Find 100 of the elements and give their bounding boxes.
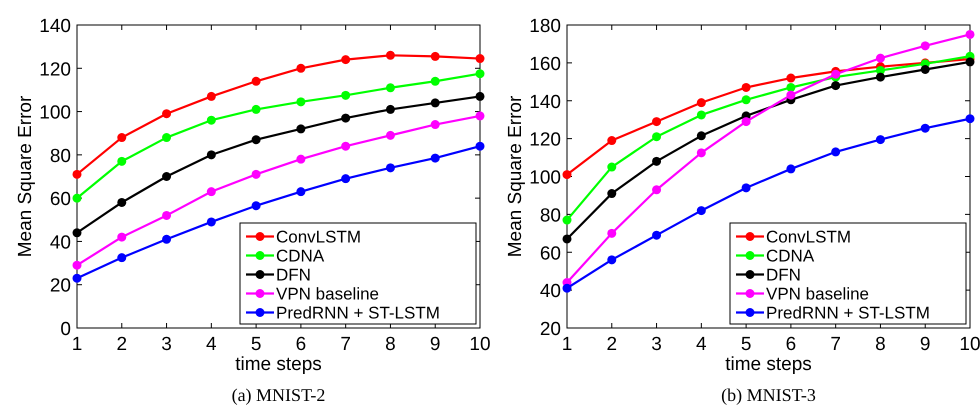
point: [607, 136, 616, 146]
point: [296, 97, 306, 106]
point: [162, 172, 172, 181]
point: [562, 216, 572, 225]
y-tick-label: 140: [39, 16, 71, 37]
point: [476, 92, 484, 101]
y-tick-label: 80: [50, 146, 71, 167]
point: [386, 50, 395, 60]
x-tick-label: 10: [469, 334, 491, 355]
point: [696, 131, 706, 140]
point: [430, 154, 440, 163]
x-tick-label: 7: [830, 334, 841, 355]
legend-label: CDNA: [276, 246, 325, 266]
point: [386, 130, 395, 140]
point: [786, 90, 796, 100]
point: [696, 148, 706, 158]
legend-label: DFN: [276, 266, 311, 284]
x-tick-label: 8: [385, 334, 396, 355]
y-tick-label: 120: [39, 59, 71, 80]
point: [652, 117, 662, 126]
point: [252, 201, 261, 210]
point: [920, 65, 930, 74]
point: [607, 255, 616, 264]
y-tick-label: 180: [529, 16, 561, 37]
point: [430, 98, 440, 108]
legend-label: ConvLSTM: [276, 228, 362, 246]
point: [252, 104, 261, 114]
point: [652, 132, 662, 142]
text: (a) MNIST-2: [232, 385, 326, 405]
y-tick-label: 100: [529, 168, 561, 188]
point: [920, 124, 930, 133]
x-tick-label: 9: [430, 334, 441, 355]
point: [696, 206, 706, 216]
point: [72, 260, 82, 270]
point: [562, 234, 572, 244]
x-tick-label: 1: [562, 334, 572, 355]
point: [206, 92, 216, 101]
point: [476, 54, 484, 64]
point: [72, 170, 82, 179]
point: [117, 198, 126, 207]
point: [206, 116, 216, 125]
x-tick-label: 7: [340, 334, 351, 355]
point: [296, 187, 306, 196]
legend-label: PredRNN + ST-LSTM: [276, 304, 440, 322]
x-tick-label: 9: [920, 334, 931, 355]
point: [117, 253, 126, 262]
text: (b) MNIST-3: [721, 385, 816, 405]
point: [786, 82, 796, 92]
point: [696, 110, 706, 120]
y-tick-label: 0: [60, 319, 71, 340]
point: [430, 120, 440, 130]
point: [162, 133, 172, 142]
point: [72, 194, 82, 203]
point: [831, 70, 840, 79]
point: [742, 183, 751, 192]
point: [341, 142, 350, 151]
x-axis-title: time steps: [725, 354, 812, 375]
x-tick-label: 2: [606, 334, 618, 355]
legend-label: CDNA: [766, 246, 815, 266]
point: [831, 147, 840, 156]
y-tick-label: 100: [39, 102, 71, 124]
point: [876, 72, 885, 82]
x-tick-label: 1: [72, 334, 82, 355]
point: [430, 76, 440, 86]
point: [786, 164, 796, 174]
x-tick-label: 5: [740, 334, 752, 355]
x-tick-label: 5: [250, 334, 262, 355]
x-tick-label: 2: [116, 334, 128, 355]
point: [966, 30, 974, 39]
point: [652, 230, 662, 240]
y-tick-label: 40: [50, 232, 71, 254]
x-tick-label: 10: [959, 334, 980, 355]
point: [117, 156, 126, 166]
point: [341, 90, 350, 100]
point: [72, 274, 82, 283]
legend-label: VPN baseline: [276, 284, 380, 304]
y-tick-label: 20: [50, 276, 71, 297]
y-tick-label: 120: [529, 130, 561, 151]
point: [341, 174, 350, 184]
y-tick-label: 60: [540, 243, 561, 264]
point: [252, 170, 261, 179]
point: [252, 76, 261, 86]
point: [296, 154, 306, 164]
point: [341, 114, 350, 123]
point: [607, 189, 616, 198]
point: [430, 52, 440, 61]
point: [386, 163, 395, 172]
point: [831, 81, 840, 90]
point: [786, 74, 796, 83]
legend-label: VPN baseline: [766, 284, 870, 304]
y-tick-label: 160: [529, 54, 561, 75]
x-tick-label: 3: [161, 334, 172, 355]
point: [562, 170, 572, 180]
point: [341, 55, 350, 64]
point: [966, 57, 974, 66]
x-axis-title: time steps: [235, 354, 322, 375]
point: [206, 217, 216, 226]
legend-label: ConvLSTM: [766, 228, 852, 246]
point: [162, 109, 172, 118]
point: [476, 142, 484, 151]
